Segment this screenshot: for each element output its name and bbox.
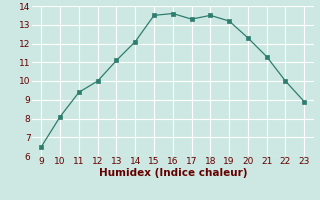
X-axis label: Humidex (Indice chaleur): Humidex (Indice chaleur) [99, 168, 247, 178]
